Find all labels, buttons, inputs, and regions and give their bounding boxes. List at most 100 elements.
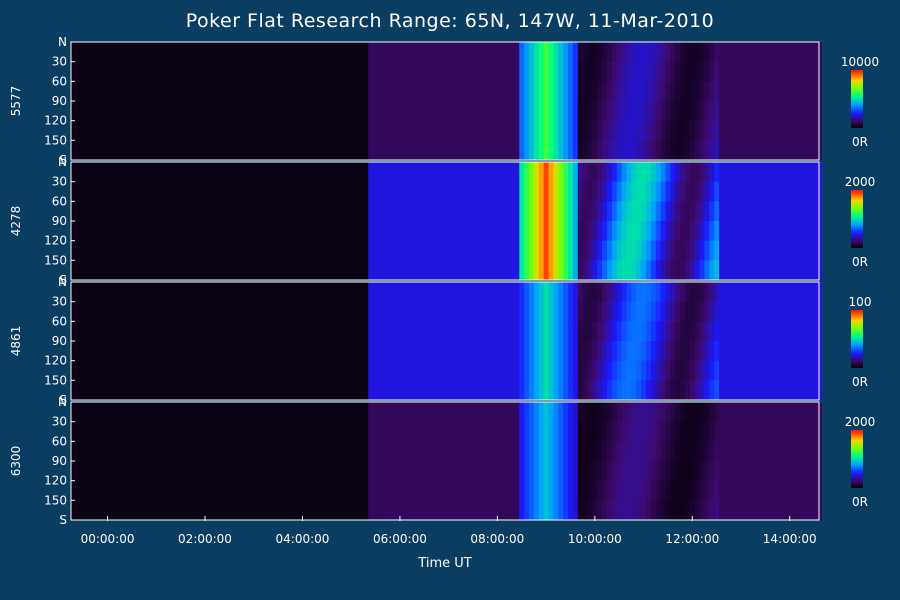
heatmap-cell: [421, 61, 428, 82]
heatmap-cell: [119, 321, 126, 342]
heatmap-cell: [231, 140, 238, 161]
heatmap-cell: [748, 140, 754, 161]
heatmap-cell: [187, 201, 194, 222]
heatmap-cell: [538, 360, 545, 381]
heatmap-cell: [407, 301, 413, 322]
heatmap-cell: [460, 380, 467, 401]
heatmap-cell: [148, 181, 155, 202]
colorbar-max-label: 100: [849, 295, 872, 309]
heatmap-cell: [616, 282, 623, 303]
heatmap-cell: [592, 380, 598, 401]
heatmap-cell: [90, 61, 96, 82]
heatmap-cell: [514, 140, 520, 161]
heatmap-cell: [670, 240, 676, 261]
heatmap-cell: [714, 101, 720, 122]
heatmap-cell: [163, 480, 169, 501]
heatmap-cell: [646, 120, 652, 141]
heatmap-cell: [762, 201, 769, 222]
heatmap-cell: [426, 380, 432, 401]
heatmap-cell: [631, 461, 637, 482]
heatmap-cell: [797, 282, 803, 303]
y-tick-label: 60: [52, 314, 67, 328]
heatmap-cell: [519, 282, 525, 303]
heatmap-cell: [387, 480, 394, 501]
heatmap-cell: [641, 81, 647, 102]
heatmap-cell: [509, 441, 515, 462]
heatmap-cell: [285, 240, 291, 261]
heatmap-cell: [558, 221, 564, 242]
heatmap-cell: [187, 282, 194, 303]
heatmap-cell: [295, 240, 301, 261]
heatmap-cell: [480, 221, 486, 242]
heatmap-cell: [368, 260, 374, 281]
heatmap-cell: [723, 321, 730, 342]
heatmap-cell: [377, 260, 384, 281]
heatmap-cell: [114, 380, 121, 401]
heatmap-cell: [538, 321, 545, 342]
heatmap-cell: [626, 421, 632, 442]
heatmap-cell: [801, 240, 808, 261]
heatmap-cell: [153, 162, 160, 183]
heatmap-cell: [811, 321, 817, 342]
heatmap-cell: [660, 120, 666, 141]
heatmap-cell: [358, 240, 364, 261]
heatmap-cell: [529, 301, 535, 322]
heatmap-cell: [129, 402, 135, 423]
heatmap-cell: [178, 140, 184, 161]
heatmap-cell: [792, 260, 798, 281]
heatmap-cell: [650, 140, 657, 161]
heatmap-cell: [636, 81, 642, 102]
heatmap-cell: [485, 461, 491, 482]
heatmap-cell: [197, 240, 203, 261]
heatmap-cell: [236, 282, 242, 303]
heatmap-cell: [684, 282, 691, 303]
heatmap-cell: [797, 380, 803, 401]
heatmap-cell: [363, 321, 369, 342]
heatmap-cell: [641, 461, 647, 482]
heatmap-cell: [665, 140, 671, 161]
heatmap-cell: [748, 461, 754, 482]
heatmap-cell: [758, 201, 764, 222]
heatmap-cell: [772, 301, 778, 322]
heatmap-cell: [324, 360, 330, 381]
heatmap-cell: [499, 441, 506, 462]
heatmap-cell: [139, 221, 145, 242]
heatmap-cell: [217, 120, 223, 141]
heatmap-cell: [772, 380, 778, 401]
heatmap-cell: [329, 120, 335, 141]
heatmap-cell: [402, 42, 408, 63]
heatmap-cell: [728, 221, 735, 242]
heatmap-cell: [509, 282, 515, 303]
heatmap-cell: [524, 61, 530, 82]
heatmap-cell: [343, 61, 350, 82]
heatmap-cell: [373, 380, 379, 401]
heatmap-cell: [655, 240, 662, 261]
heatmap-cell: [441, 42, 447, 63]
heatmap-cell: [753, 42, 759, 63]
heatmap-cell: [407, 260, 413, 281]
heatmap-cell: [699, 360, 705, 381]
heatmap-cell: [339, 461, 345, 482]
heatmap-cell: [568, 380, 574, 401]
heatmap-cell: [514, 221, 520, 242]
heatmap-cell: [514, 282, 520, 303]
heatmap-cell: [587, 380, 593, 401]
heatmap-cell: [207, 282, 213, 303]
heatmap-cell: [202, 480, 208, 501]
heatmap-cell: [787, 61, 793, 82]
heatmap-cell: [582, 301, 588, 322]
heatmap-cell: [650, 101, 657, 122]
heatmap-cell: [251, 42, 257, 63]
heatmap-cell: [655, 221, 662, 242]
heatmap-cell: [621, 402, 627, 423]
heatmap-cell: [563, 360, 569, 381]
heatmap-cell: [114, 360, 121, 381]
heatmap-cell: [470, 260, 476, 281]
heatmap-cell: [368, 461, 374, 482]
heatmap-cell: [465, 61, 471, 82]
heatmap-cell: [421, 421, 428, 442]
heatmap-cell: [324, 282, 330, 303]
heatmap-cell: [295, 360, 301, 381]
heatmap-cell: [499, 402, 506, 423]
heatmap-cell: [446, 140, 452, 161]
